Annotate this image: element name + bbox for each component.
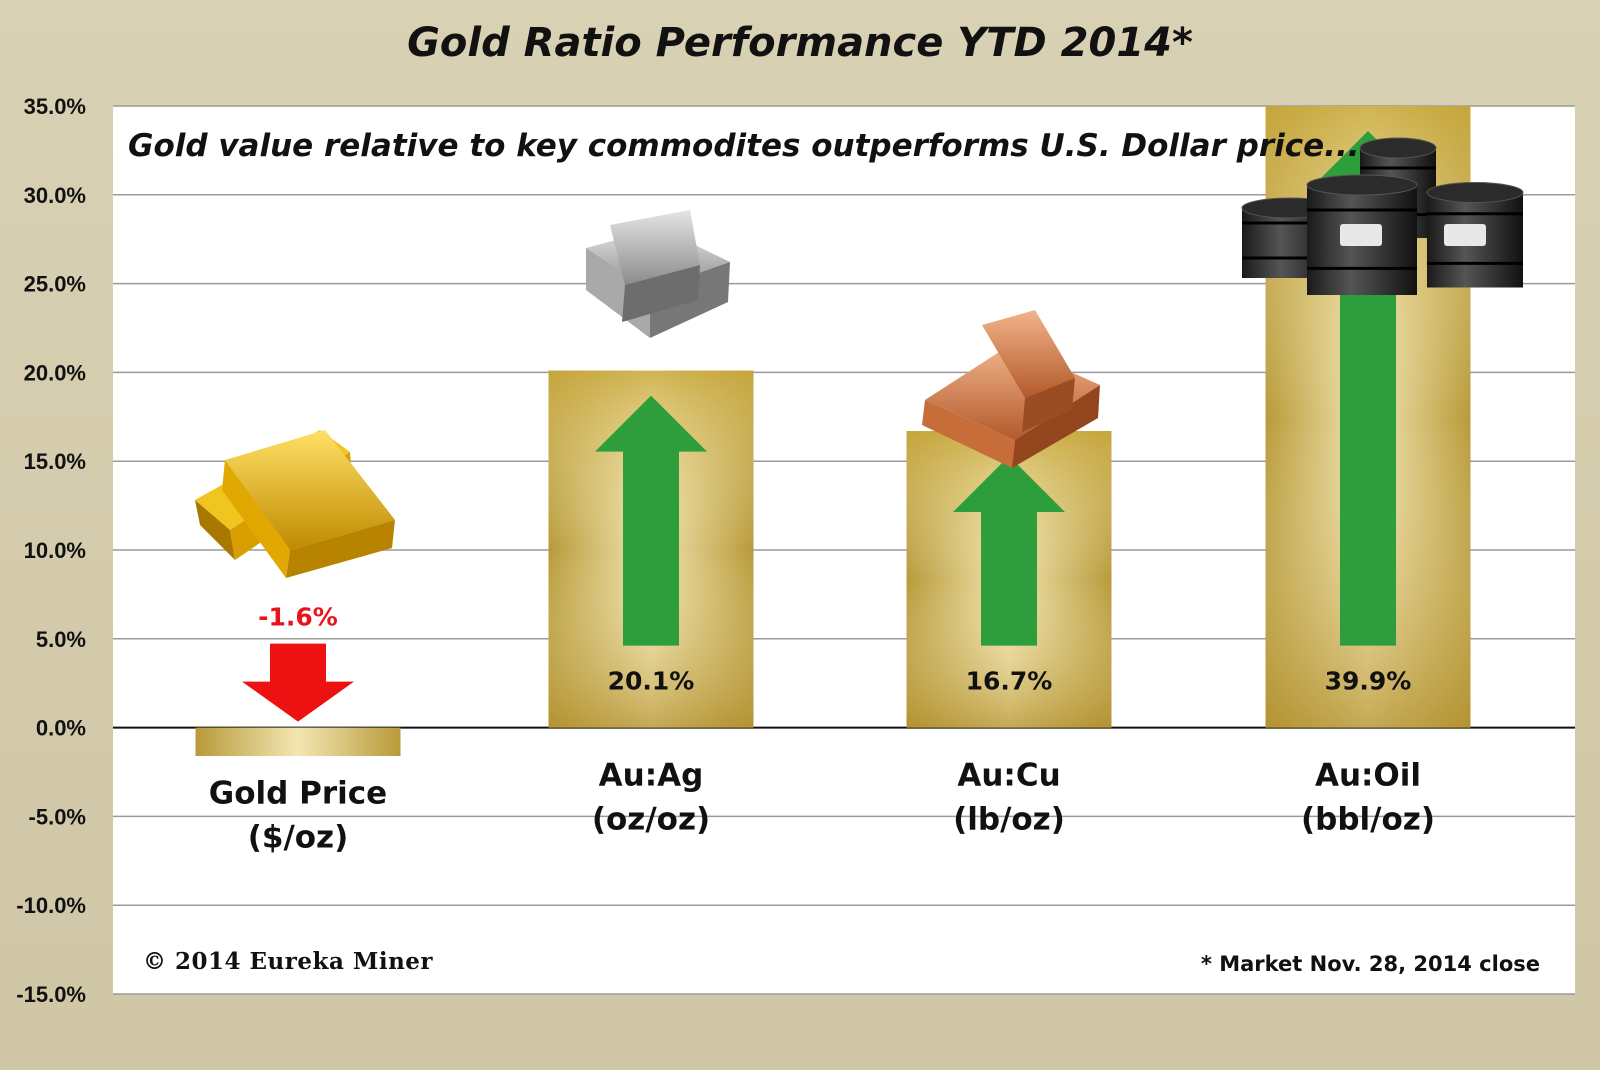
- silver-bar: [622, 265, 700, 322]
- value-label: 20.1%: [608, 667, 695, 696]
- chart-title: Gold Ratio Performance YTD 2014*: [407, 20, 1193, 66]
- y-tick-label: 5.0%: [36, 627, 86, 652]
- down-arrow-icon: [242, 643, 354, 722]
- gold-bar-top: [225, 430, 395, 550]
- value-label: 39.9%: [1325, 667, 1412, 696]
- category-label: (lb/oz): [953, 802, 1065, 838]
- copper-bar: [922, 400, 1015, 468]
- gold-bars-icon: [195, 430, 395, 578]
- copper-bar: [982, 310, 1075, 398]
- y-tick-label: 0.0%: [36, 716, 86, 741]
- y-tick-label: -15.0%: [16, 982, 86, 1007]
- y-tick-label: 20.0%: [24, 360, 86, 385]
- category-label: (bbl/oz): [1301, 802, 1435, 838]
- silver-bars-icon: [586, 210, 730, 338]
- oil-label-patch: [1444, 224, 1486, 246]
- copper-bars-icon: [922, 310, 1100, 468]
- oil-barrel-lid: [1426, 182, 1524, 203]
- category-label: (oz/oz): [592, 802, 710, 838]
- category-label: Gold Price: [209, 776, 387, 812]
- gold-bar-side: [195, 500, 235, 560]
- up-arrow-icon: [595, 395, 707, 646]
- y-tick-label: 10.0%: [24, 538, 86, 563]
- category-label: Au:Ag: [599, 758, 704, 794]
- category-label: Au:Cu: [957, 758, 1060, 794]
- oil-barrels-icon: [1241, 137, 1524, 295]
- value-label: 16.7%: [966, 667, 1053, 696]
- copper-bar: [1012, 385, 1100, 468]
- y-tick-label: -10.0%: [16, 893, 86, 918]
- oil-barrel-lid: [1306, 174, 1418, 196]
- y-tick-label: 35.0%: [24, 94, 86, 119]
- oil-barrel-lid: [1359, 137, 1437, 159]
- bar: [195, 727, 401, 757]
- silver-bar: [610, 210, 700, 285]
- gold-bar-front: [286, 520, 395, 578]
- category-label: ($/oz): [248, 820, 349, 856]
- copyright-notice: © 2014 Eureka Miner: [143, 948, 434, 975]
- category-label: Au:Oil: [1315, 758, 1421, 794]
- up-arrow-icon: [953, 456, 1065, 646]
- chart-subtitle: Gold value relative to key commodites ou…: [128, 128, 1360, 164]
- copper-bar: [1022, 378, 1075, 432]
- y-tick-label: 30.0%: [24, 183, 86, 208]
- value-label: -1.6%: [258, 603, 338, 632]
- y-tick-label: 25.0%: [24, 272, 86, 297]
- y-tick-label: 15.0%: [24, 449, 86, 474]
- footnote: * Market Nov. 28, 2014 close: [1200, 952, 1540, 976]
- gold-bar-side: [222, 460, 290, 578]
- y-tick-label: -5.0%: [29, 804, 86, 829]
- oil-label-patch: [1340, 224, 1382, 246]
